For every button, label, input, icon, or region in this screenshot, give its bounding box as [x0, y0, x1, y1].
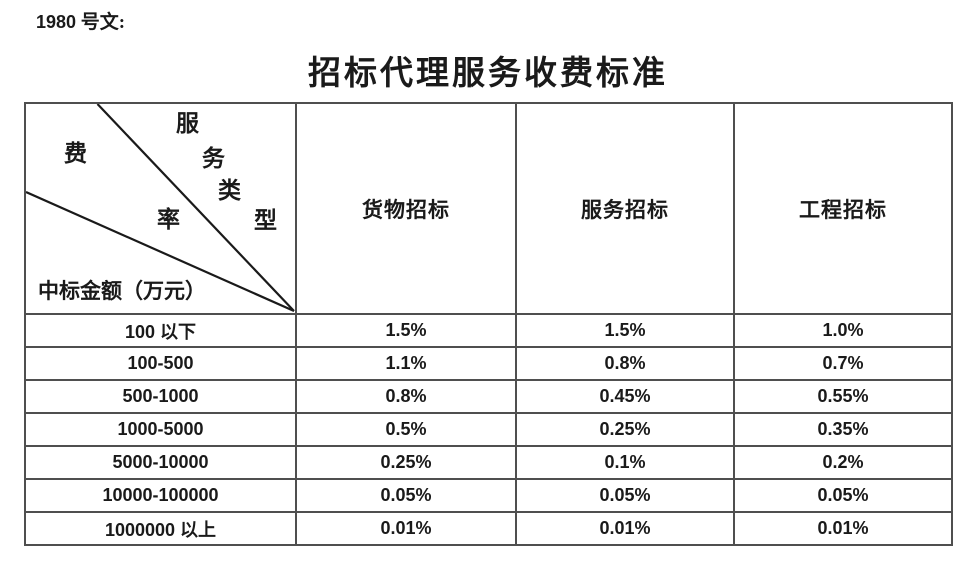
engineering-rate-cell: 0.05%	[733, 478, 953, 513]
amount-range-cell: 10000-100000	[24, 478, 297, 513]
engineering-rate-cell: 0.01%	[733, 511, 953, 546]
services-rate-cell: 0.1%	[515, 445, 735, 480]
column-header-engineering: 工程招标	[733, 102, 953, 315]
fee-standard-table: 服 务 类 型 费 率 中标金额（万元） 货物招标 服务招标 工程招标 100 …	[24, 102, 953, 546]
table-row: 1000-5000 0.5% 0.25% 0.35%	[24, 412, 953, 447]
amount-range-cell: 500-1000	[24, 379, 297, 414]
table-row: 100 以下 1.5% 1.5% 1.0%	[24, 313, 953, 348]
corner-service-char-4: 型	[254, 208, 277, 233]
corner-service-char-3: 类	[218, 178, 241, 203]
engineering-rate-cell: 1.0%	[733, 313, 953, 348]
header-row: 服 务 类 型 费 率 中标金额（万元） 货物招标 服务招标 工程招标	[24, 102, 953, 315]
table-row: 1000000 以上 0.01% 0.01% 0.01%	[24, 511, 953, 546]
table-row: 5000-10000 0.25% 0.1% 0.2%	[24, 445, 953, 480]
goods-rate-cell: 0.05%	[295, 478, 517, 513]
goods-rate-cell: 1.5%	[295, 313, 517, 348]
services-rate-cell: 0.45%	[515, 379, 735, 414]
goods-rate-cell: 0.25%	[295, 445, 517, 480]
amount-range-cell: 100 以下	[24, 313, 297, 348]
services-rate-cell: 1.5%	[515, 313, 735, 348]
services-rate-cell: 0.25%	[515, 412, 735, 447]
corner-rate-char-2: 率	[157, 207, 180, 232]
engineering-rate-cell: 0.2%	[733, 445, 953, 480]
diagonal-corner-cell: 服 务 类 型 费 率 中标金额（万元）	[24, 102, 297, 315]
amount-range-cell: 5000-10000	[24, 445, 297, 480]
services-rate-cell: 0.8%	[515, 346, 735, 381]
column-header-services: 服务招标	[515, 102, 735, 315]
column-header-goods: 货物招标	[295, 102, 517, 315]
doc-number: 1980	[36, 12, 77, 32]
table-row: 500-1000 0.8% 0.45% 0.55%	[24, 379, 953, 414]
doc-number-label: 1980 号文:	[36, 7, 125, 34]
corner-service-char-2: 务	[202, 146, 225, 171]
table-row: 100-500 1.1% 0.8% 0.7%	[24, 346, 953, 381]
engineering-rate-cell: 0.7%	[733, 346, 953, 381]
page-title: 招标代理服务收费标准	[308, 56, 668, 92]
diagonal-lines	[26, 104, 295, 313]
amount-range-cell: 1000000 以上	[24, 511, 297, 546]
corner-rate-char-1: 费	[64, 141, 87, 166]
services-rate-cell: 0.01%	[515, 511, 735, 546]
services-rate-cell: 0.05%	[515, 478, 735, 513]
doc-number-suffix: 号文:	[76, 12, 126, 33]
engineering-rate-cell: 0.55%	[733, 379, 953, 414]
goods-rate-cell: 0.5%	[295, 412, 517, 447]
corner-service-char-1: 服	[176, 111, 199, 136]
goods-rate-cell: 0.8%	[295, 379, 517, 414]
goods-rate-cell: 1.1%	[295, 346, 517, 381]
goods-rate-cell: 0.01%	[295, 511, 517, 546]
engineering-rate-cell: 0.35%	[733, 412, 953, 447]
amount-range-cell: 1000-5000	[24, 412, 297, 447]
corner-amount-label: 中标金额（万元）	[38, 279, 206, 303]
table-row: 10000-100000 0.05% 0.05% 0.05%	[24, 478, 953, 513]
amount-range-cell: 100-500	[24, 346, 297, 381]
